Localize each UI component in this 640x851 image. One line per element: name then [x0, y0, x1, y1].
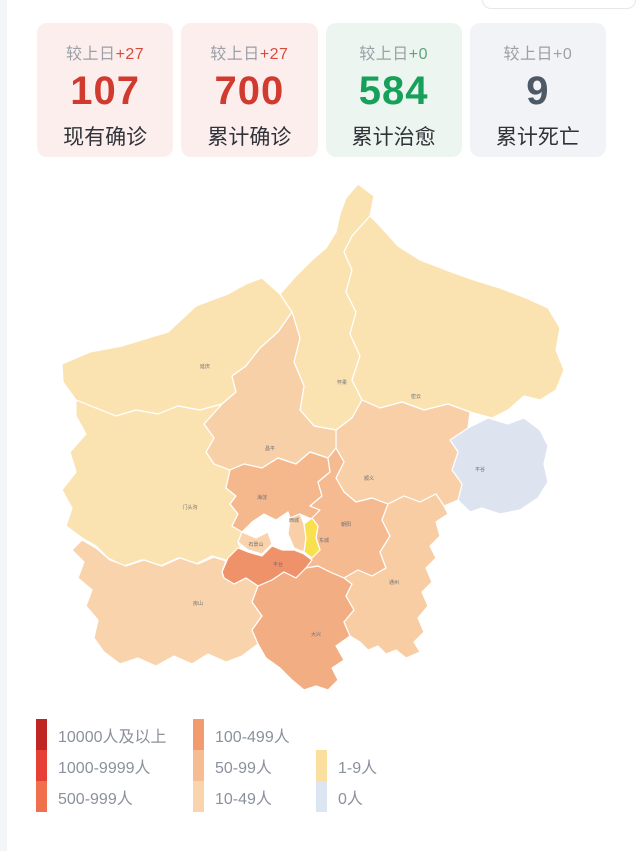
- legend-item: 1000-9999人: [36, 750, 193, 781]
- legend-item: 100-499人: [193, 719, 316, 750]
- stats-cards: 较上日+27 107 现有确诊 较上日+27 700 累计确诊 较上日+0 58…: [37, 23, 606, 157]
- legend-label: 1000-9999人: [58, 759, 151, 777]
- district-label-chaoyang: 朝阳: [341, 521, 351, 528]
- stat-value: 700: [214, 69, 285, 113]
- delta-row: 较上日+0: [326, 40, 462, 64]
- map-legend: 10000人及以上 1000-9999人 500-999人 100-499人 50-99…: [36, 719, 377, 812]
- delta-value: +0: [408, 46, 428, 63]
- district-tongzhou[interactable]: [343, 493, 449, 659]
- delta-label: 较上日: [359, 46, 409, 63]
- legend-label: 500-999人: [58, 790, 133, 808]
- delta-value: +0: [553, 46, 573, 63]
- legend-label: 0人: [338, 790, 363, 808]
- stat-value: 9: [526, 69, 550, 113]
- page-left-edge: [0, 0, 7, 851]
- legend-item: 50-99人: [193, 750, 316, 781]
- district-label-xicheng: 西城: [289, 517, 299, 524]
- district-label-changping: 昌平: [265, 446, 275, 452]
- district-miyun[interactable]: [343, 215, 565, 419]
- delta-row: 较上日+0: [470, 40, 606, 64]
- legend-swatch: [316, 781, 327, 812]
- legend-swatch: [316, 750, 327, 781]
- stat-card-current-confirmed: 较上日+27 107 现有确诊: [37, 23, 174, 157]
- stat-label: 累计确诊: [207, 126, 292, 149]
- delta-row: 较上日+27: [37, 40, 173, 64]
- district-shunyi[interactable]: [335, 399, 471, 507]
- legend-swatch: [193, 719, 204, 750]
- legend-label: 1-9人: [338, 759, 378, 777]
- legend-swatch: [193, 750, 204, 781]
- district-label-haidian: 海淀: [257, 494, 267, 501]
- legend-item: 500-999人: [36, 781, 193, 812]
- district-label-fengtai: 丰台: [273, 561, 283, 568]
- legend-swatch: [36, 781, 47, 812]
- legend-item: 10-49人: [193, 781, 316, 812]
- stat-card-cumulative-confirmed: 较上日+27 700 累计确诊: [181, 23, 318, 157]
- delta-label: 较上日: [503, 46, 553, 63]
- district-daxing[interactable]: [251, 565, 355, 691]
- legend-column-0: 10000人及以上 1000-9999人 500-999人: [36, 719, 193, 812]
- legend-label: 50-99人: [215, 759, 272, 777]
- legend-swatch: [36, 750, 47, 781]
- delta-label: 较上日: [66, 46, 116, 63]
- delta-value: +27: [115, 46, 145, 63]
- district-label-pinggu: 平谷: [475, 466, 485, 473]
- stat-label: 累计治愈: [351, 126, 436, 149]
- stat-value: 584: [358, 69, 429, 113]
- stat-label: 累计死亡: [495, 126, 580, 149]
- legend-item: 0人: [316, 781, 377, 812]
- district-label-mentougou: 门头沟: [182, 504, 197, 511]
- district-label-yanqing: 延庆: [200, 363, 210, 370]
- legend-column-2: 1-9人 0人: [316, 750, 377, 812]
- delta-row: 较上日+27: [181, 40, 317, 64]
- district-shijingshan[interactable]: [237, 531, 273, 555]
- district-label-tongzhou: 通州: [389, 579, 399, 586]
- district-label-huairou: 怀柔: [337, 379, 347, 386]
- legend-label: 10-49人: [215, 790, 272, 808]
- stat-label: 现有确诊: [63, 126, 148, 149]
- delta-value: +27: [259, 46, 289, 63]
- district-label-fangshan: 房山: [193, 600, 203, 607]
- delta-label: 较上日: [210, 46, 260, 63]
- stat-card-cumulative-deaths: 较上日+0 9 累计死亡: [469, 23, 606, 157]
- district-dongcheng[interactable]: [303, 517, 321, 559]
- legend-item: 1-9人: [316, 750, 377, 781]
- district-label-shunyi: 顺义: [364, 476, 374, 482]
- legend-swatch: [36, 719, 47, 750]
- legend-column-1: 100-499人 50-99人 10-49人: [193, 719, 316, 812]
- legend-swatch: [193, 781, 204, 812]
- stat-card-cumulative-cured: 较上日+0 584 累计治愈: [325, 23, 462, 157]
- district-label-dongcheng: 东城: [319, 537, 329, 544]
- stat-value: 107: [70, 69, 140, 113]
- district-label-miyun: 密云: [411, 393, 421, 400]
- district-label-daxing: 大兴: [311, 631, 321, 638]
- legend-item: 10000人及以上: [36, 719, 193, 750]
- district-pinggu[interactable]: [449, 417, 549, 515]
- legend-label: 100-499人: [215, 728, 290, 746]
- legend-label: 10000人及以上: [58, 728, 167, 746]
- district-haidian[interactable]: [225, 451, 331, 533]
- district-label-shijingshan: 石景山: [248, 541, 263, 548]
